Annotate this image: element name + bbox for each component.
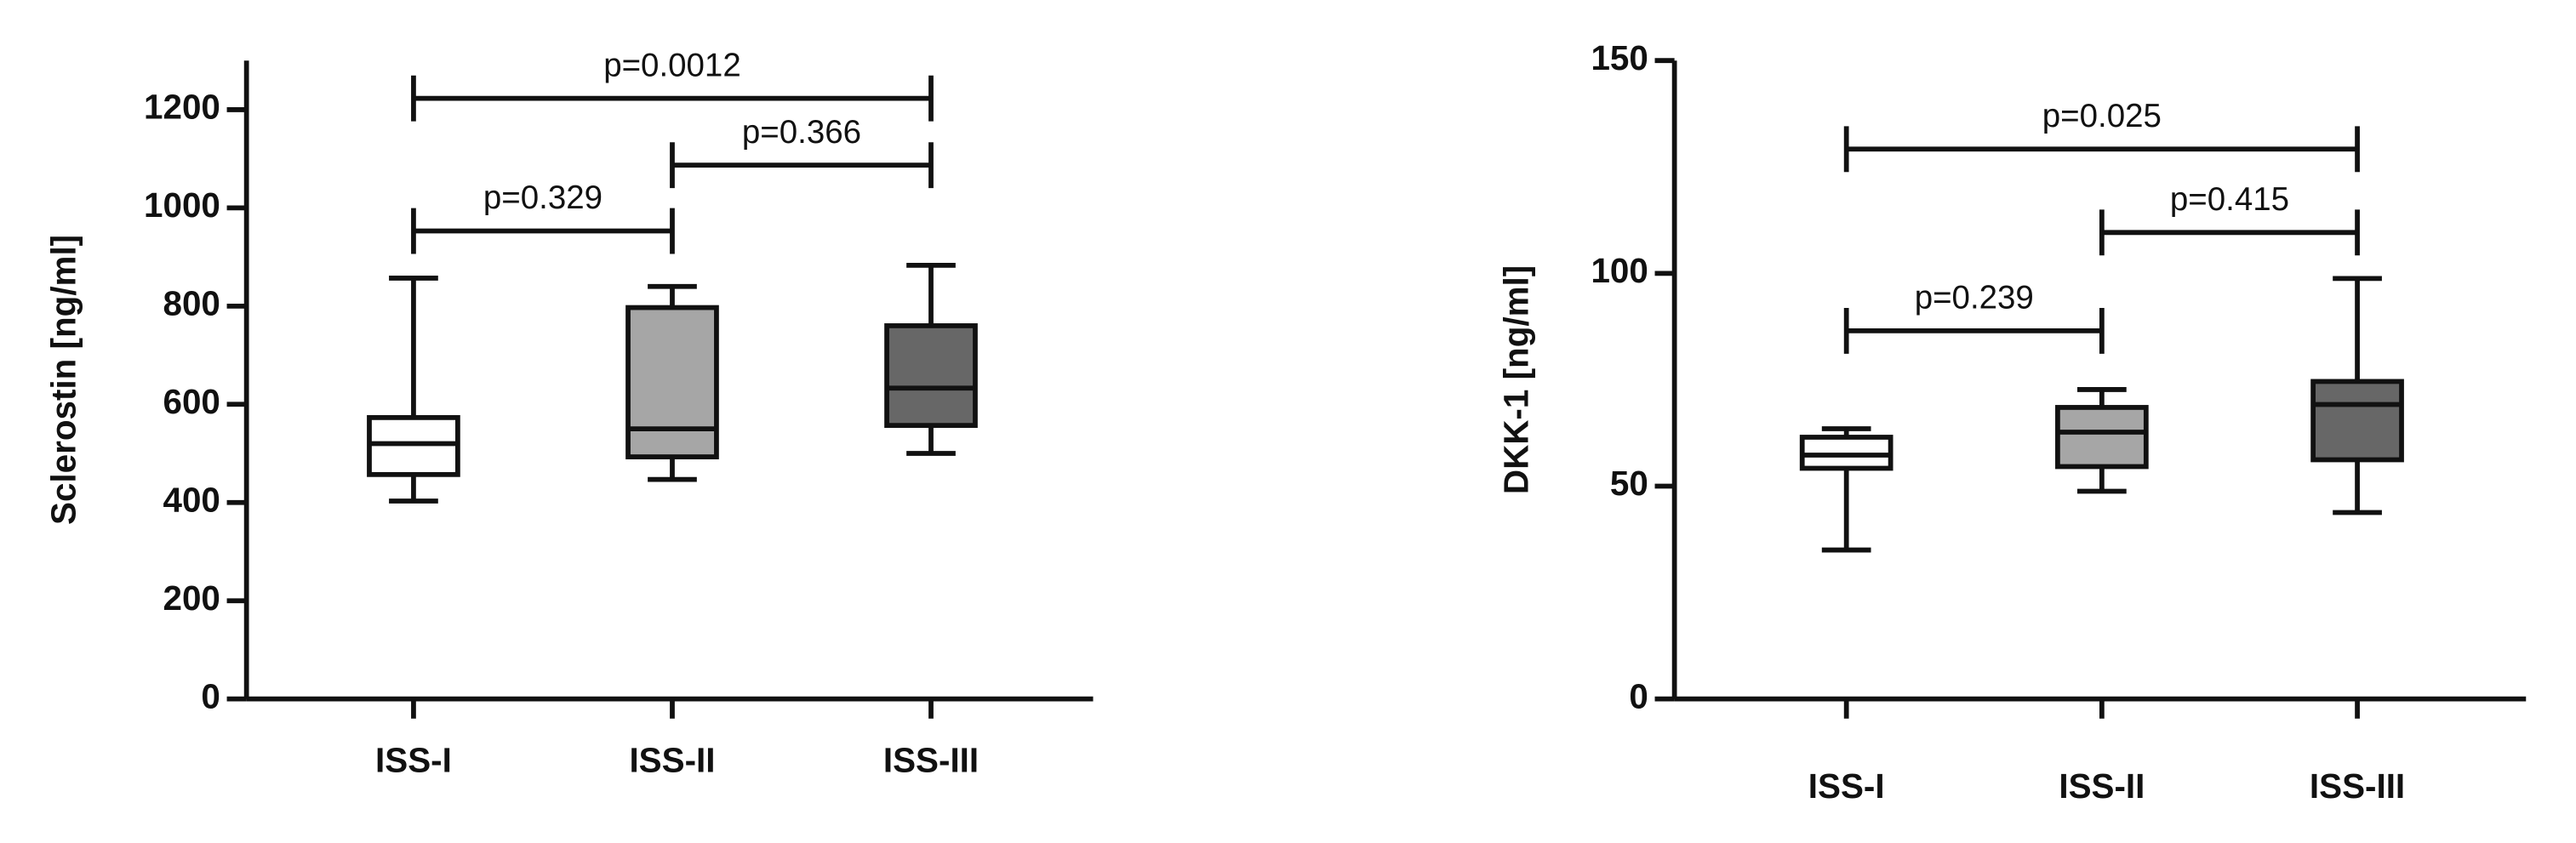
y-axis-label: DKK-1 [ng/ml] xyxy=(1496,265,1535,494)
p-value: p=0.329 xyxy=(483,179,603,216)
y-tick-label: 800 xyxy=(163,284,220,323)
x-tick-label: ISS-III xyxy=(883,740,979,779)
p-value: p=0.0012 xyxy=(603,47,741,83)
p-value: p=0.415 xyxy=(2170,181,2289,218)
y-tick-label: 200 xyxy=(163,578,220,618)
y-tick-label: 0 xyxy=(1629,676,1648,715)
x-tick-label: ISS-III xyxy=(2310,766,2405,806)
y-tick-label: 600 xyxy=(163,382,220,421)
box xyxy=(2310,379,2404,463)
box xyxy=(625,305,719,459)
x-tick-label: ISS-I xyxy=(375,740,452,779)
y-axis-label: Sclerostin [ng/ml] xyxy=(44,235,83,525)
y-tick-label: 0 xyxy=(201,676,220,715)
p-value: p=0.239 xyxy=(1915,280,2034,316)
x-tick-label: ISS-II xyxy=(2059,766,2145,806)
box xyxy=(2055,405,2149,470)
y-tick-label: 1200 xyxy=(144,88,220,127)
p-value: p=0.025 xyxy=(2042,98,2162,134)
y-tick-label: 50 xyxy=(1610,464,1648,503)
p-value: p=0.366 xyxy=(742,114,861,151)
y-tick-label: 100 xyxy=(1591,251,1648,290)
y-tick-label: 1000 xyxy=(144,185,220,225)
x-tick-label: ISS-I xyxy=(1808,766,1885,806)
x-tick-label: ISS-II xyxy=(629,740,715,779)
y-tick-label: 400 xyxy=(163,480,220,519)
y-tick-label: 150 xyxy=(1591,38,1648,77)
box xyxy=(884,323,978,429)
